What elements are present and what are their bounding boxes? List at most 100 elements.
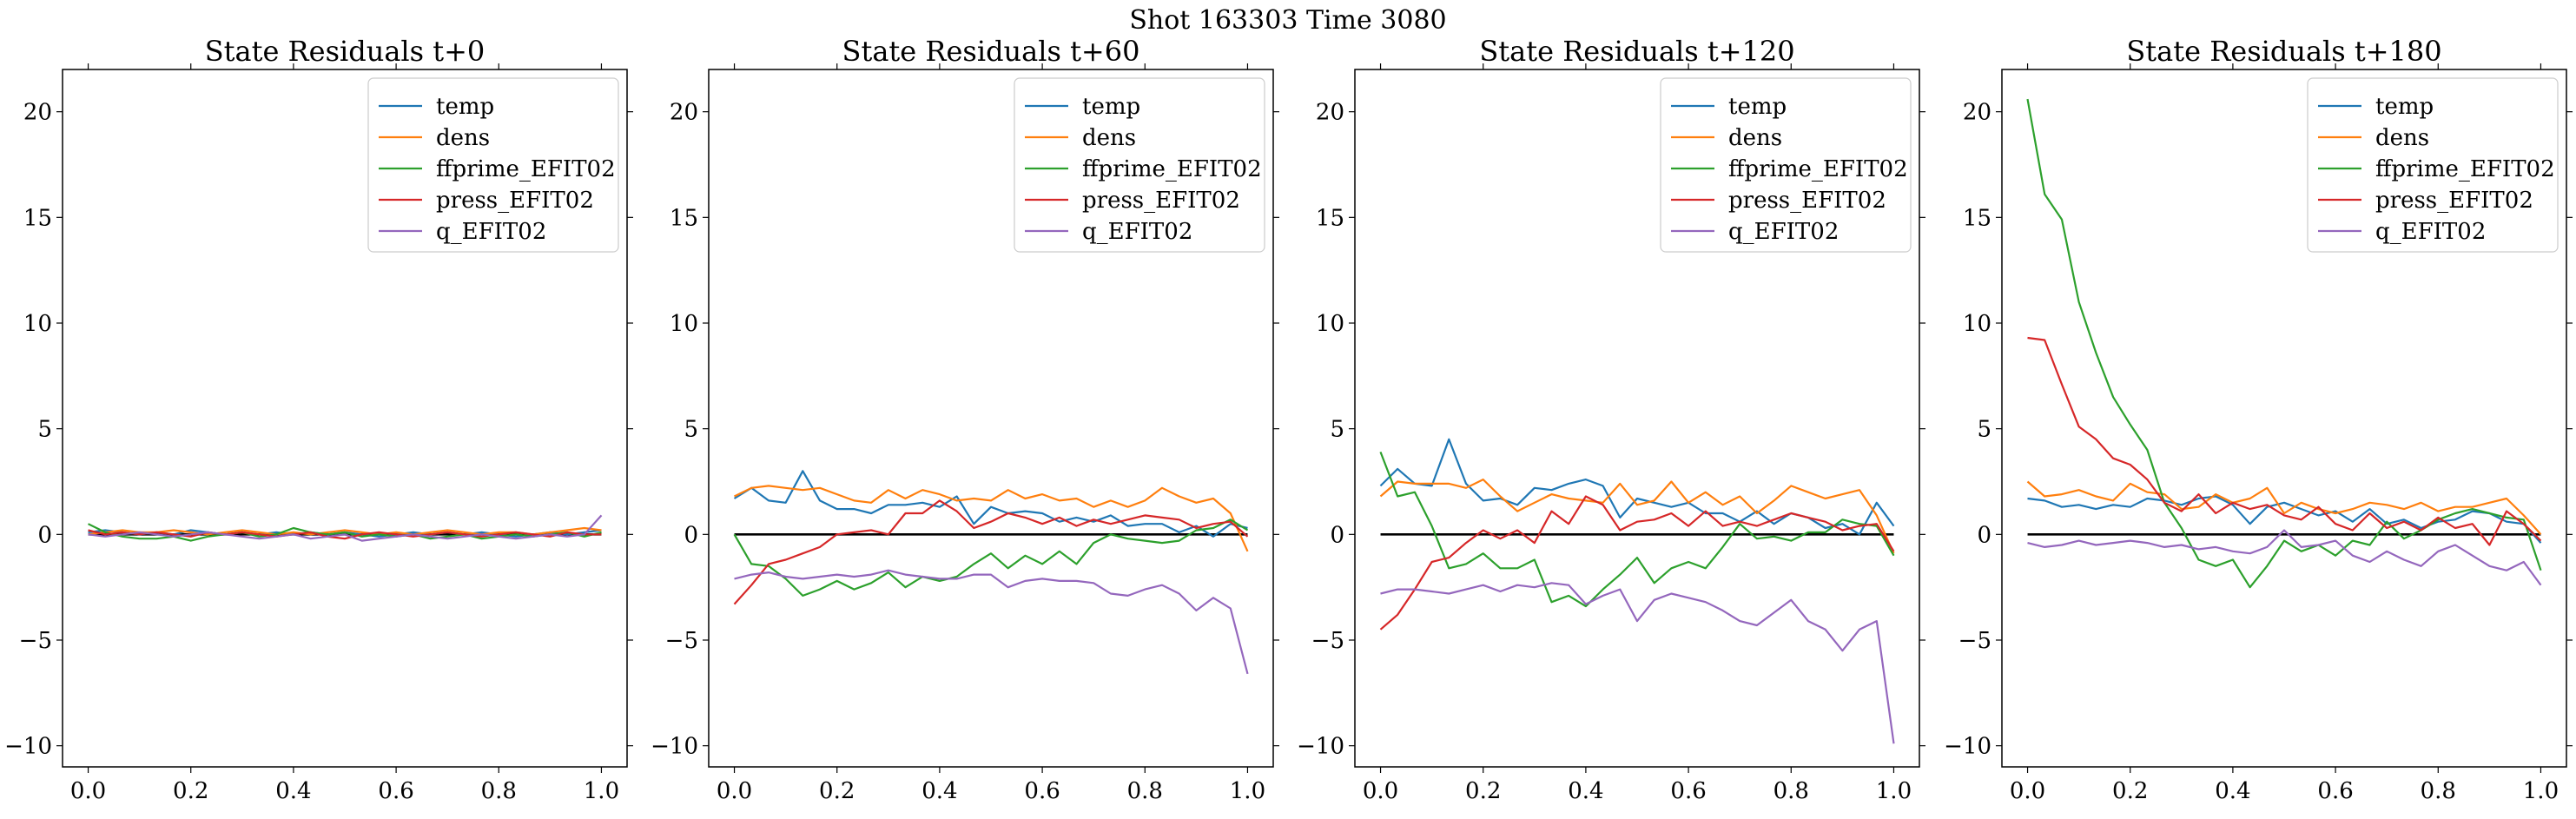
y-tick-label: −10 — [1297, 734, 1344, 760]
x-tick-label: 0.4 — [1568, 778, 1603, 804]
legend-label-temp: temp — [1082, 94, 1140, 120]
plot-area: 0.0 0.2 0.4 0.6 0.8 1.0 −10 −5 0 5 10 15 20 — [651, 63, 1279, 804]
legend-label-temp: temp — [1728, 94, 1787, 120]
legend: temp dens ffprime_EFIT02 press_EFIT02 q_… — [2307, 77, 2559, 253]
legend: temp dens ffprime_EFIT02 press_EFIT02 q_… — [1014, 77, 1265, 253]
x-tick-label: 0.0 — [717, 778, 752, 804]
axes-frame — [2001, 69, 2567, 768]
series-line-press-efit02 — [2027, 336, 2542, 546]
x-tick-label: 0.0 — [70, 778, 106, 804]
y-tick-label: 5 — [1330, 417, 1344, 443]
subplot-title: State Residuals t+60 — [842, 35, 1140, 68]
x-tick-label: 0.2 — [1465, 778, 1501, 804]
x-tick-label: 0.2 — [2112, 778, 2148, 804]
axes-frame — [708, 69, 1274, 768]
legend-label-temp: temp — [2375, 94, 2434, 120]
x-tick-label: 1.0 — [1230, 778, 1265, 804]
legend-label-press: press_EFIT02 — [436, 188, 594, 214]
x-tick-label: 0.6 — [1024, 778, 1060, 804]
subplot-title: State Residuals t+120 — [1479, 35, 1794, 68]
x-tick-label: 1.0 — [2523, 778, 2559, 804]
x-tick-label: 0.4 — [2215, 778, 2250, 804]
y-tick-label: 0 — [684, 522, 698, 548]
series-line-dens — [734, 485, 1249, 552]
legend-box — [1660, 77, 1912, 253]
y-tick-label: 10 — [1316, 311, 1344, 337]
y-tick-label: 15 — [670, 205, 698, 231]
series-line-q-efit02 — [88, 514, 603, 542]
legend-box — [2307, 77, 2559, 253]
x-tick-label: 0.2 — [173, 778, 208, 804]
y-tick-label: 10 — [23, 311, 52, 337]
legend-label-dens: dens — [2375, 125, 2429, 151]
y-tick-label: 15 — [1316, 205, 1344, 231]
series-line-ffprime-efit02 — [1379, 452, 1895, 608]
y-tick-label: 20 — [23, 100, 52, 126]
series-line-dens — [1379, 478, 1895, 554]
x-tick-label: 0.8 — [481, 778, 517, 804]
x-tick-label: 0.0 — [2010, 778, 2045, 804]
axes-frame — [1354, 69, 1920, 768]
x-tick-label: 0.6 — [2317, 778, 2353, 804]
x-tick-label: 1.0 — [584, 778, 619, 804]
legend-label-q: q_EFIT02 — [2375, 219, 2486, 245]
y-tick-label: 5 — [37, 417, 52, 443]
y-tick-label: −5 — [19, 628, 52, 654]
subplot-title: State Residuals t+180 — [2126, 35, 2441, 68]
series-line-press-efit02 — [733, 499, 1249, 605]
legend-label-ffprime: ffprime_EFIT02 — [436, 156, 616, 182]
x-tick-label: 0.4 — [921, 778, 957, 804]
axes-frame — [62, 69, 628, 768]
x-tick-label: 0.4 — [275, 778, 311, 804]
x-tick-label: 0.8 — [1773, 778, 1809, 804]
y-tick-label: 0 — [1330, 522, 1344, 548]
x-tick-label: 0.0 — [1363, 778, 1398, 804]
y-tick-label: 5 — [1977, 417, 1991, 443]
y-tick-label: −10 — [651, 734, 698, 760]
plot-area: 0.0 0.2 0.4 0.6 0.8 1.0 −10 −5 0 5 10 15 20 — [1297, 63, 1925, 804]
x-tick-label: 0.8 — [2421, 778, 2456, 804]
legend-label-press: press_EFIT02 — [1728, 188, 1886, 214]
y-tick-label: 0 — [1977, 522, 1991, 548]
subplot-t0: State Residuals t+0 0.0 0.2 0.4 0.6 0.8 1.0 −1… — [4, 35, 633, 804]
series-line-q-efit02 — [2027, 529, 2542, 586]
series-line-dens — [2026, 480, 2542, 536]
legend: temp dens ffprime_EFIT02 press_EFIT02 q_… — [367, 77, 619, 253]
y-tick-label: 20 — [1963, 100, 1991, 126]
subplot-t120: State Residuals t+120 0.0 0.2 0.4 0.6 0.8 1.0… — [1297, 35, 1925, 804]
series-line-q-efit02 — [1380, 582, 1895, 744]
subplot-t60: State Residuals t+60 0.0 0.2 0.4 0.6 0.8 1.0 −… — [651, 35, 1279, 804]
y-tick-label: 5 — [684, 417, 698, 443]
y-tick-label: −10 — [1944, 734, 1991, 760]
y-tick-label: 20 — [670, 100, 698, 126]
legend-label-dens: dens — [1728, 125, 1782, 151]
series-line-temp — [2027, 495, 2542, 544]
legend-label-q: q_EFIT02 — [1728, 219, 1839, 245]
legend-box — [367, 77, 619, 253]
y-tick-label: −10 — [4, 734, 52, 760]
y-tick-label: 20 — [1316, 100, 1344, 126]
legend-label-press: press_EFIT02 — [1082, 188, 1240, 214]
y-tick-label: 15 — [23, 205, 52, 231]
plot-area: 0.0 0.2 0.4 0.6 0.8 1.0 −10 −5 0 5 10 15 20 — [1944, 63, 2573, 804]
figure-suptitle: Shot 163303 Time 3080 — [1129, 5, 1446, 36]
series-line-temp — [733, 470, 1248, 538]
legend: temp dens ffprime_EFIT02 press_EFIT02 q_… — [1660, 77, 1912, 253]
y-tick-label: 0 — [37, 522, 52, 548]
y-tick-label: −5 — [1311, 628, 1344, 654]
series-line-press-efit02 — [88, 529, 602, 540]
legend-label-q: q_EFIT02 — [436, 219, 546, 245]
legend-label-dens: dens — [436, 125, 490, 151]
legend-label-ffprime: ffprime_EFIT02 — [1728, 156, 1908, 182]
y-tick-label: −5 — [665, 628, 698, 654]
series-line-q-efit02 — [734, 569, 1249, 675]
series-line-ffprime-efit02 — [733, 518, 1249, 598]
legend-label-press: press_EFIT02 — [2375, 188, 2533, 214]
legend-box — [1014, 77, 1265, 253]
plot-area: 0.0 0.2 0.4 0.6 0.8 1.0 −10 −5 0 5 10 15 20 — [4, 63, 633, 804]
series-line-press-efit02 — [1379, 495, 1895, 631]
series-line-ffprime-efit02 — [2026, 98, 2542, 589]
legend-label-q: q_EFIT02 — [1082, 219, 1192, 245]
y-tick-label: 10 — [670, 311, 698, 337]
